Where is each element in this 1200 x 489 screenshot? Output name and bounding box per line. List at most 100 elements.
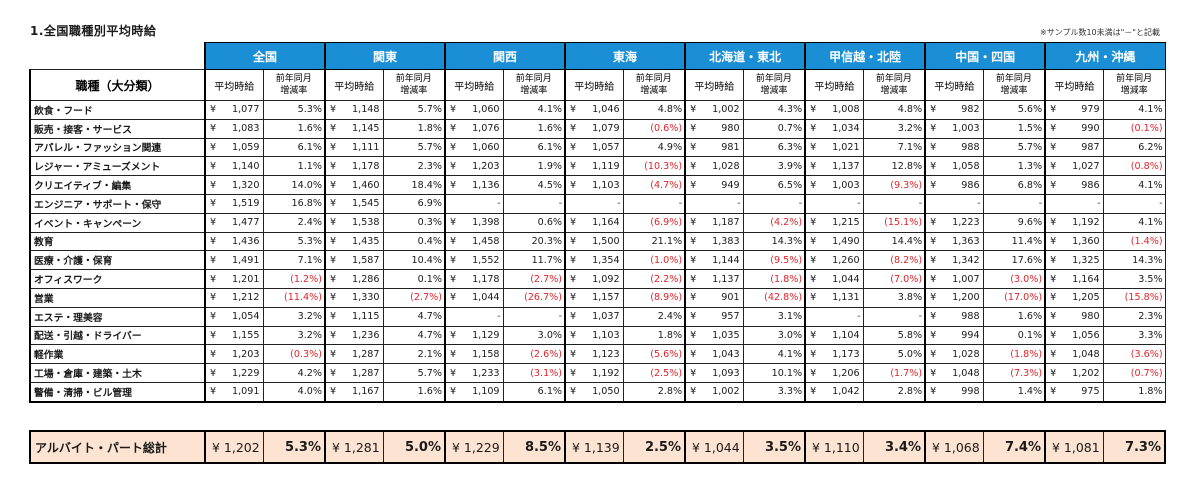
- yen-symbol: ¥: [1050, 367, 1057, 379]
- avg-wage-cell: ¥1,083: [204, 118, 264, 139]
- avg-wage-cell: ¥1,060: [444, 100, 504, 120]
- yoy-rate-cell: 2.4%: [622, 306, 686, 327]
- avg-wage-value: 1,002: [712, 386, 740, 398]
- region-header: 九州・沖縄: [1044, 42, 1166, 70]
- avg-wage-value: 1,043: [712, 348, 740, 360]
- avg-wage-cell: ¥1,587: [324, 250, 384, 271]
- avg-wage-value: 1,008: [832, 104, 860, 116]
- region-header: 関東: [324, 42, 446, 70]
- total-wage-cell: ¥ 1,110: [804, 430, 864, 464]
- avg-wage-value: 988: [961, 141, 980, 153]
- avg-wage-cell: ¥1,008: [804, 100, 864, 120]
- avg-wage-cell: ¥1,048: [924, 363, 984, 383]
- avg-wage-cell: ¥1,145: [324, 118, 384, 139]
- avg-wage-cell: ¥987: [1044, 137, 1104, 158]
- avg-wage-value: 1,148: [352, 104, 380, 116]
- yoy-rate-cell: 10.1%: [742, 363, 806, 383]
- yoy-rate-cell: 3.0%: [502, 325, 566, 346]
- yoy-rate-cell: (4.7%): [622, 175, 686, 195]
- avg-wage-cell: ¥1,131: [804, 287, 864, 308]
- yoy-rate-line2: 増減率: [760, 86, 788, 96]
- job-category: 飲食・フード: [29, 100, 206, 120]
- yen-symbol: ¥: [690, 235, 697, 247]
- yen-symbol: ¥: [930, 386, 937, 398]
- table-row: アパレル・ファッション関連 ¥1,059 6.1% ¥1,111 5.7% ¥1,060 6…: [29, 137, 1166, 158]
- sample-note: ※サンプル数10未満は"－"と記載: [1039, 28, 1160, 37]
- yen-symbol: ¥: [330, 292, 337, 304]
- yen-symbol: ¥: [930, 160, 937, 172]
- avg-wage-cell: ¥1,500: [564, 231, 624, 252]
- avg-wage-cell: ¥949: [684, 175, 744, 195]
- avg-wage-cell: ¥975: [1044, 381, 1104, 403]
- avg-wage-cell: ¥1,037: [564, 306, 624, 327]
- avg-wage-value: 1,477: [232, 217, 260, 229]
- avg-wage-cell: ¥1,054: [204, 306, 264, 327]
- yoy-rate-line1: 前年同月: [515, 74, 552, 84]
- avg-wage-cell: ¥1,044: [444, 287, 504, 308]
- yoy-rate-cell: 0.7%: [742, 118, 806, 139]
- yoy-rate-line1: 前年同月: [395, 74, 432, 84]
- yoy-rate-cell: 5.7%: [382, 137, 446, 158]
- yoy-rate-line2: 増減率: [880, 86, 908, 96]
- avg-wage-value: 1,077: [232, 104, 260, 116]
- avg-wage-header: 平均時給: [1044, 69, 1104, 101]
- yoy-rate-cell: (2.5%): [622, 363, 686, 383]
- avg-wage-value: 1,057: [592, 141, 620, 153]
- yen-symbol: ¥: [330, 160, 337, 172]
- yen-symbol: ¥: [690, 367, 697, 379]
- avg-wage-cell: ¥1,202: [1044, 363, 1104, 383]
- avg-wage-cell: ¥998: [924, 381, 984, 403]
- avg-wage-cell: ¥1,056: [1044, 325, 1104, 346]
- yoy-rate-cell: 4.1%: [742, 344, 806, 365]
- yoy-rate-cell: 6.1%: [502, 381, 566, 403]
- avg-wage-cell: ¥1,129: [444, 325, 504, 346]
- yoy-rate-cell: 1.8%: [382, 118, 446, 139]
- yen-symbol: ¥: [1050, 348, 1057, 360]
- avg-wage-value: 1,287: [352, 367, 380, 379]
- avg-wage-value: 1,056: [1072, 329, 1100, 341]
- yoy-rate-header: 前年同月 増減率: [502, 69, 566, 101]
- yoy-rate-cell: (3.6%): [1102, 344, 1166, 365]
- yen-symbol: ¥: [1050, 104, 1057, 116]
- total-rate-cell: 5.3%: [262, 430, 326, 464]
- table-row: 警備・清掃・ビル管理 ¥1,091 4.0% ¥1,167 1.6% ¥1,109 6.1%…: [29, 381, 1166, 403]
- yoy-rate-cell: 0.6%: [502, 212, 566, 233]
- yen-symbol: ¥: [330, 141, 337, 153]
- yoy-rate-cell: 16.8%: [262, 193, 326, 214]
- job-category: 教育: [29, 231, 206, 252]
- yoy-rate-cell: 6.1%: [502, 137, 566, 158]
- yoy-rate-cell: 5.7%: [382, 100, 446, 120]
- yoy-rate-cell: 4.7%: [382, 325, 446, 346]
- yoy-rate-cell: 2.4%: [262, 212, 326, 233]
- yoy-rate-cell: (0.7%): [1102, 363, 1166, 383]
- yen-symbol: ¥: [450, 104, 457, 116]
- yen-symbol: ¥: [570, 273, 577, 285]
- yoy-rate-cell: 4.8%: [622, 100, 686, 120]
- avg-wage-value: 998: [961, 386, 980, 398]
- avg-wage-cell: ¥1,058: [924, 156, 984, 177]
- avg-wage-value: 1,060: [472, 141, 500, 153]
- yen-symbol: ¥: [330, 348, 337, 360]
- avg-wage-cell: ¥1,286: [324, 269, 384, 289]
- avg-wage-cell: ¥1,260: [804, 250, 864, 271]
- yoy-rate-cell: 4.1%: [1102, 175, 1166, 195]
- yoy-rate-cell: (5.6%): [622, 344, 686, 365]
- yen-symbol: ¥: [690, 254, 697, 266]
- yen-symbol: ¥: [1050, 123, 1057, 135]
- yen-symbol: ¥: [1050, 179, 1057, 191]
- avg-wage-value: 1,093: [712, 367, 740, 379]
- avg-wage-cell: ¥1,477: [204, 212, 264, 233]
- job-category: 販売・接客・サービス: [29, 118, 206, 139]
- avg-wage-value: 1,203: [232, 348, 260, 360]
- avg-wage-value: 1,054: [232, 311, 260, 323]
- avg-wage-cell: -: [804, 306, 864, 327]
- avg-wage-cell: ¥1,215: [804, 212, 864, 233]
- yoy-rate-cell: -: [742, 193, 806, 214]
- avg-wage-cell: ¥1,155: [204, 325, 264, 346]
- avg-wage-cell: ¥1,060: [444, 137, 504, 158]
- yoy-rate-cell: (0.6%): [622, 118, 686, 139]
- yoy-rate-cell: 4.1%: [1102, 100, 1166, 120]
- avg-wage-cell: ¥1,104: [804, 325, 864, 346]
- avg-wage-value: 980: [721, 123, 740, 135]
- avg-wage-value: 1,203: [472, 160, 500, 172]
